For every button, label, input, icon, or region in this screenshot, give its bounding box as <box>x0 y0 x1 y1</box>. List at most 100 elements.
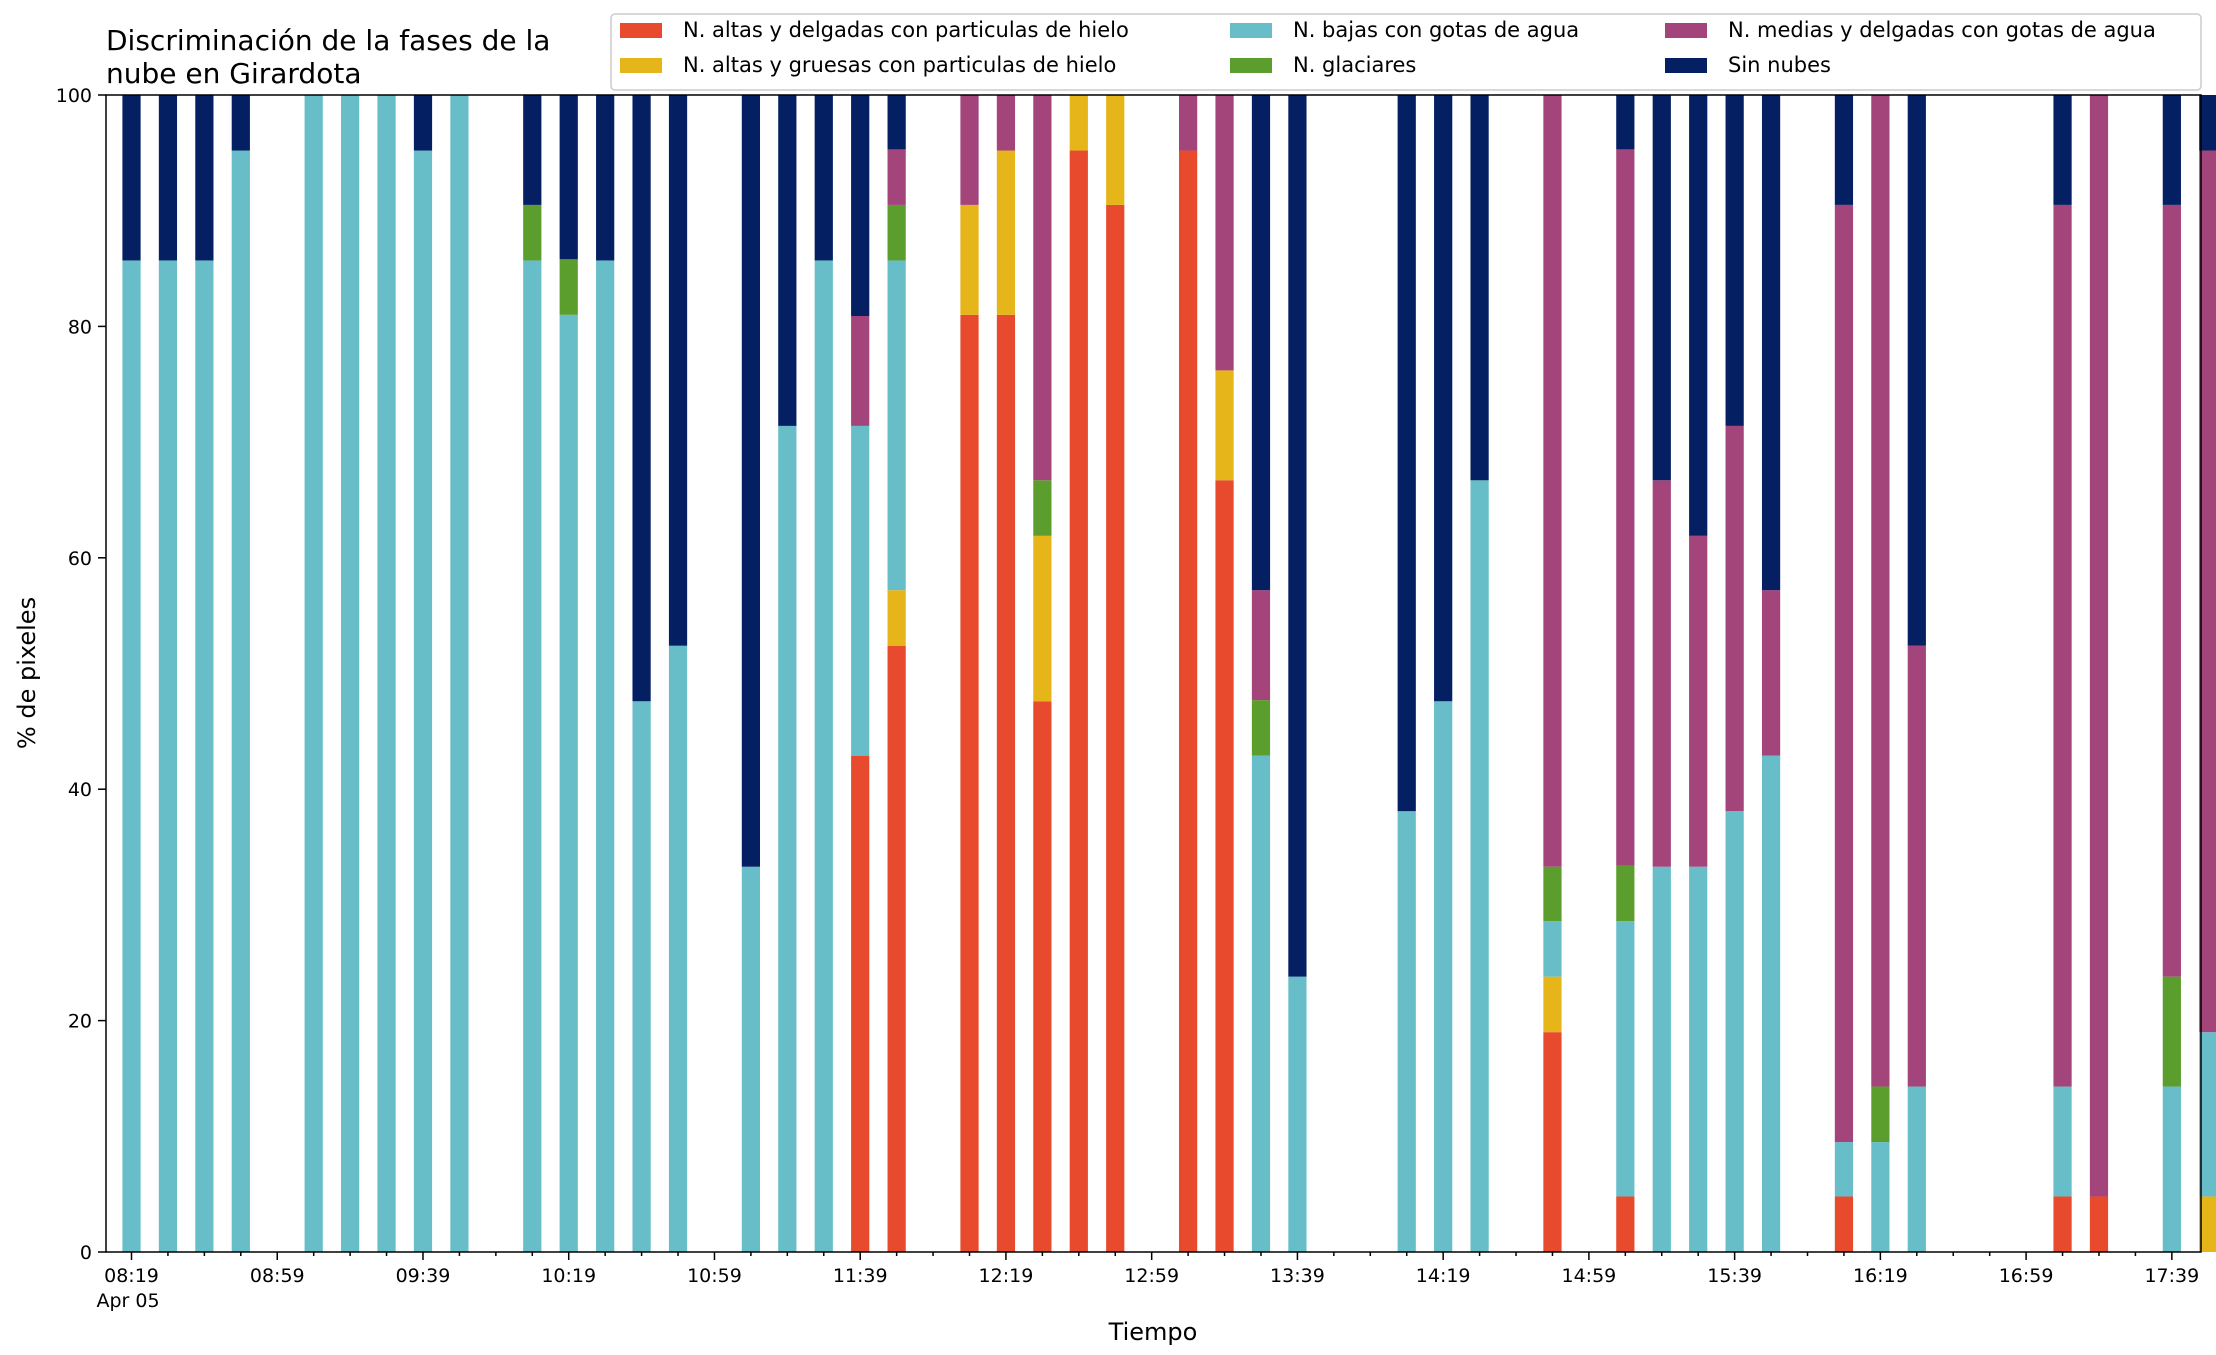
bar-segment-altas-gruesas <box>2199 1196 2216 1252</box>
bar-segment-altas-delgadas <box>1543 1032 1562 1252</box>
bar-segment-glaciares <box>1543 866 1562 922</box>
bar-segment-sin-nubes <box>632 95 651 702</box>
bar-segment-medias <box>1725 425 1744 812</box>
bar-segment-medias <box>1652 480 1671 867</box>
plot-frame <box>105 94 2202 1253</box>
legend-swatch-glaciares <box>1230 58 1272 73</box>
bar-segment-glaciares <box>1616 865 1635 922</box>
chart-title-line: Discriminación de la fases de la <box>106 24 550 57</box>
bar-segment-sin-nubes <box>887 95 906 150</box>
bar-segment-sin-nubes <box>2053 95 2072 205</box>
y-tick-label: 0 <box>80 1242 92 1264</box>
bar-segment-medias <box>1215 95 1234 371</box>
bar-stack <box>2053 95 2072 1252</box>
x-tick-label: 08:19 <box>104 1265 159 1287</box>
x-tick-label: 14:19 <box>1416 1265 1471 1287</box>
bar-segment-altas-delgadas <box>996 314 1016 1253</box>
legend: N. altas y delgadas con particulas de hi… <box>610 13 2202 91</box>
bar-stack <box>596 95 615 1252</box>
bar-segment-medias <box>851 315 870 426</box>
bar-segment-sin-nubes <box>559 95 578 260</box>
bar-segment-bajas <box>413 150 433 1252</box>
bar-segment-altas-delgadas <box>1106 204 1125 1252</box>
bar-stack <box>1069 95 1088 1252</box>
bar-segment-sin-nubes <box>231 95 250 151</box>
bar-segment-medias <box>1761 590 1781 756</box>
bar-stack <box>341 95 360 1252</box>
bar-segment-medias <box>1179 95 1198 151</box>
bar-segment-sin-nubes <box>1689 95 1708 536</box>
bar-segment-bajas <box>195 260 214 1252</box>
bar-stack <box>1106 95 1125 1252</box>
bar-segment-sin-nubes <box>1761 95 1781 591</box>
bar-segment-altas-gruesas <box>1069 95 1088 151</box>
bar-stack <box>778 95 797 1252</box>
bar-stack <box>2089 95 2109 1252</box>
x-tick-label: 15:39 <box>1707 1265 1762 1287</box>
bar-stack <box>1470 95 1489 1252</box>
legend-label-glaciares: N. glaciares <box>1293 53 1416 77</box>
bar-segment-sin-nubes <box>1616 95 1635 150</box>
bar-stack <box>1215 95 1234 1252</box>
bar-segment-bajas <box>1543 921 1562 977</box>
bar-segment-glaciares <box>523 204 542 261</box>
bar-segment-sin-nubes <box>2199 95 2216 151</box>
bar-segment-altas-delgadas <box>2053 1196 2072 1252</box>
bar-segment-altas-delgadas <box>960 314 979 1253</box>
bar-stack <box>2199 95 2216 1252</box>
bar-stack <box>450 95 469 1252</box>
bar-segment-glaciares <box>559 259 578 315</box>
x-tick-label: 16:19 <box>1853 1265 1908 1287</box>
bar-segment-glaciares <box>1251 700 1271 756</box>
bar-stack <box>413 95 433 1252</box>
bar-segment-altas-gruesas <box>1543 976 1562 1033</box>
bar-segment-sin-nubes <box>1251 95 1271 591</box>
bar-segment-sin-nubes <box>1288 95 1307 977</box>
bar-segment-medias <box>1689 535 1708 867</box>
bar-stack <box>1179 95 1198 1252</box>
bar-segment-bajas <box>231 150 250 1252</box>
bar-segment-sin-nubes <box>1907 95 1926 646</box>
bar-segment-medias <box>1871 95 1890 1087</box>
bar-stack <box>1288 95 1307 1252</box>
x-tick-label: 10:19 <box>541 1265 596 1287</box>
bar-segment-sin-nubes <box>1652 95 1671 481</box>
bar-segment-bajas <box>1689 866 1708 1252</box>
bar-stack <box>2162 95 2181 1252</box>
bar-segment-sin-nubes <box>596 95 615 261</box>
bar-stack <box>1907 95 1926 1252</box>
bar-segment-bajas <box>559 314 578 1253</box>
bar-segment-glaciares <box>887 204 906 261</box>
y-axis-label: % de pixeles <box>13 597 41 749</box>
bar-stack <box>377 95 396 1252</box>
bar-segment-bajas <box>122 260 141 1252</box>
bar-segment-bajas <box>596 260 615 1252</box>
bar-segment-bajas <box>741 866 761 1252</box>
chart-title: Discriminación de la fases de la nube en … <box>106 24 550 90</box>
bar-segment-bajas <box>377 95 396 1252</box>
bar-segment-sin-nubes <box>1434 95 1453 702</box>
bars-layer <box>122 95 2216 1253</box>
legend-swatch-altas-delgadas <box>620 23 662 38</box>
bar-segment-medias <box>996 95 1016 151</box>
x-tick-label: 08:59 <box>250 1265 305 1287</box>
bar-segment-sin-nubes <box>195 95 214 261</box>
bar-segment-medias <box>1543 95 1562 867</box>
bar-segment-sin-nubes <box>1397 95 1416 812</box>
x-axis: 08:19 08:59 09:39 10:19 10:59 11:39 12:19 12:59… <box>97 1252 2199 1312</box>
bar-segment-bajas <box>2053 1086 2072 1197</box>
x-tick-label: 11:39 <box>833 1265 888 1287</box>
bar-stack <box>1652 95 1671 1252</box>
bar-segment-bajas <box>2199 1032 2216 1197</box>
bar-segment-sin-nubes <box>668 95 688 646</box>
bar-stack <box>122 95 141 1252</box>
bar-segment-altas-gruesas <box>1106 95 1125 205</box>
x-tick-label: 13:39 <box>1270 1265 1325 1287</box>
bar-segment-bajas <box>158 260 178 1252</box>
bar-stack <box>304 95 323 1252</box>
bar-segment-medias <box>2053 204 2072 1087</box>
bar-segment-altas-delgadas <box>887 645 906 1252</box>
bar-stack <box>1033 95 1052 1252</box>
chart-title-line: nube en Girardota <box>106 57 361 90</box>
legend-swatch-medias <box>1665 23 1707 38</box>
